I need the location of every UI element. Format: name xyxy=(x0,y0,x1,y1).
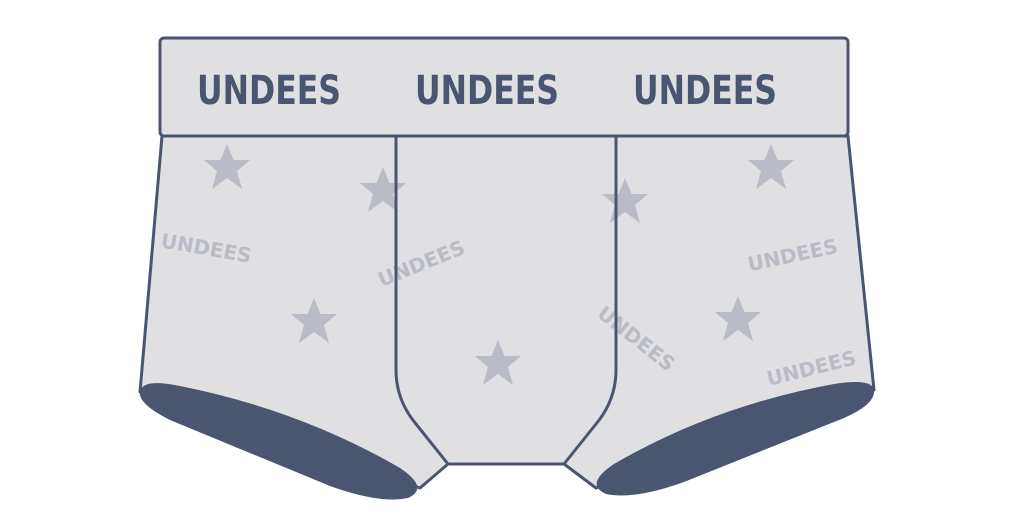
waistband xyxy=(158,36,850,138)
waistband-label: UNDEES xyxy=(633,68,777,114)
waistband-label: UNDEES xyxy=(415,68,559,114)
right-leg-cuff xyxy=(596,382,875,496)
waistband-label: UNDEES xyxy=(197,68,341,114)
left-leg-cuff xyxy=(139,383,418,500)
front-pouch-seam xyxy=(394,136,618,466)
